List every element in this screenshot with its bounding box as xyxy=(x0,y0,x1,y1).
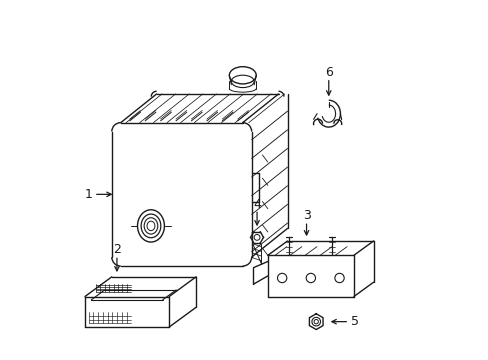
Text: 6: 6 xyxy=(324,66,332,79)
Text: 5: 5 xyxy=(350,315,358,328)
Text: 3: 3 xyxy=(302,210,310,222)
Text: 4: 4 xyxy=(253,198,261,211)
Text: 2: 2 xyxy=(113,243,121,256)
Text: 1: 1 xyxy=(84,188,92,201)
